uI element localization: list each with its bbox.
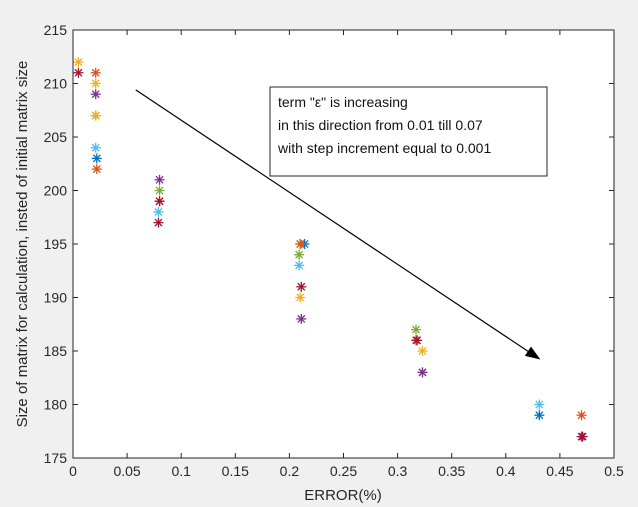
x-tick-label: 0 xyxy=(69,463,77,479)
data-point xyxy=(577,431,588,442)
y-tick-label: 200 xyxy=(44,183,68,199)
x-tick-label: 0.4 xyxy=(496,463,516,479)
x-tick-label: 0.45 xyxy=(546,463,573,479)
data-point xyxy=(417,346,428,356)
annotation-line-1: term "ε" is increasing xyxy=(278,94,408,110)
annotation-line-3: with step increment equal to 0.001 xyxy=(277,140,491,156)
data-point xyxy=(90,142,101,153)
trend-arrow xyxy=(135,89,541,360)
x-tick-label: 0.1 xyxy=(171,463,191,479)
data-point xyxy=(410,324,421,335)
y-tick-label: 215 xyxy=(44,22,68,38)
data-point xyxy=(295,239,306,249)
x-tick-label: 0.35 xyxy=(438,463,465,479)
y-tick-label: 175 xyxy=(44,450,68,466)
data-point xyxy=(153,206,164,217)
y-tick-label: 195 xyxy=(44,236,68,252)
data-point xyxy=(90,67,101,78)
x-tick-label: 0.5 xyxy=(604,463,624,479)
data-point xyxy=(153,217,164,228)
data-point xyxy=(154,196,165,207)
x-tick-label: 0.2 xyxy=(280,463,300,479)
data-point xyxy=(417,367,428,378)
data-point xyxy=(90,89,101,100)
data-point xyxy=(154,174,165,185)
x-tick-label: 0.3 xyxy=(388,463,408,479)
plot-frame xyxy=(72,29,615,459)
data-point xyxy=(90,110,101,121)
arrow-shaft xyxy=(135,89,529,352)
data-point xyxy=(91,153,102,164)
annotation-box: term "ε" is increasing in this direction… xyxy=(269,86,548,177)
data-point xyxy=(91,164,102,175)
data-point xyxy=(296,313,307,324)
data-points xyxy=(73,57,588,442)
x-axis-label: ERROR(%) xyxy=(304,487,382,504)
y-tick-labels: 175 180 185 190 195 200 205 210 215 xyxy=(44,22,68,466)
data-point xyxy=(295,292,306,303)
arrow-head xyxy=(524,346,541,360)
y-tick-label: 205 xyxy=(44,129,68,145)
data-point xyxy=(412,335,423,346)
data-point xyxy=(534,399,545,410)
y-tick-label: 190 xyxy=(44,290,68,306)
data-point xyxy=(294,249,305,260)
data-point xyxy=(576,410,587,421)
y-axis-label: Size of matrix for calculation, insted o… xyxy=(14,61,31,428)
y-tick-label: 185 xyxy=(44,343,68,359)
data-point xyxy=(90,78,101,89)
x-tick-labels: 0 0.05 0.1 0.15 0.2 0.25 0.3 0.35 0.4 0.45 0.5 xyxy=(69,463,624,479)
data-point xyxy=(294,260,305,271)
annotation-line-2: in this direction from 0.01 till 0.07 xyxy=(278,117,483,133)
x-tick-label: 0.05 xyxy=(113,463,140,479)
annotation-frame xyxy=(269,86,548,177)
data-point xyxy=(154,185,165,196)
x-tick-label: 0.25 xyxy=(330,463,357,479)
y-tick-label: 210 xyxy=(44,76,68,92)
data-point xyxy=(73,67,84,78)
y-tick-label: 180 xyxy=(44,397,68,413)
data-point xyxy=(534,410,545,421)
x-tick-label: 0.15 xyxy=(222,463,249,479)
data-point xyxy=(296,281,307,292)
data-point xyxy=(73,57,84,68)
